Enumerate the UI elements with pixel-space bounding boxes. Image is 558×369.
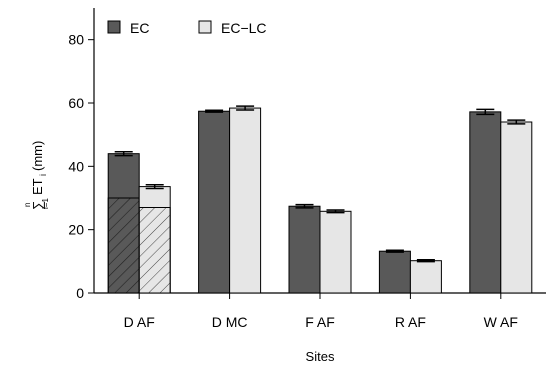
legend-swatch: [107, 20, 121, 34]
legend-swatch: [198, 20, 212, 34]
bar: [319, 210, 352, 294]
legend-label: EC−LC: [221, 20, 267, 36]
bar-hatched-segment: [138, 207, 171, 294]
y-axis-sum-lower: i=1: [41, 198, 50, 209]
x-tick-label: D AF: [124, 314, 155, 330]
y-tick-label: 80: [68, 32, 84, 48]
bar: [500, 121, 533, 294]
y-tick-label: 60: [68, 95, 84, 111]
y-axis-sum-symbol: ∑: [30, 201, 45, 210]
bar-hatched-segment: [107, 197, 140, 294]
x-tick-label: D MC: [212, 314, 248, 330]
bar: [378, 250, 411, 294]
legend-label: EC: [130, 20, 149, 36]
bar: [288, 205, 321, 294]
x-tick-label: F AF: [305, 314, 335, 330]
y-tick-label: 0: [76, 285, 84, 301]
bar: [409, 260, 442, 294]
x-tick-label: W AF: [484, 314, 518, 330]
bar: [469, 111, 502, 294]
y-tick-label: 20: [68, 222, 84, 238]
y-tick-label: 40: [68, 158, 84, 174]
y-axis-label-main: ET: [30, 178, 45, 195]
y-axis-label-unit: (mm): [30, 141, 45, 171]
y-axis-sum-upper: n: [23, 203, 32, 207]
y-axis-title: ∑ n i=1 ET i (mm): [23, 141, 50, 210]
bar: [198, 110, 231, 294]
bar: [229, 107, 262, 294]
plot-area: 0 20 40 60 80 D AF D MC F AF R AF W AF EC EC−LC: [68, 8, 546, 330]
y-axis-label-subscript: i: [38, 174, 48, 176]
x-tick-label: R AF: [395, 314, 426, 330]
x-axis-title: Sites: [306, 349, 335, 364]
